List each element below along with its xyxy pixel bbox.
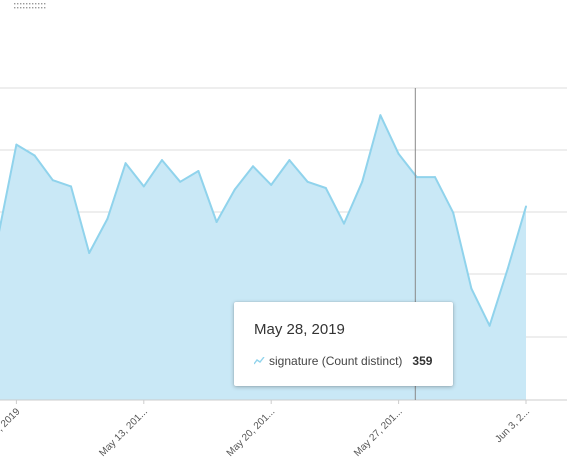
data-point [124, 162, 127, 165]
data-point [452, 211, 455, 214]
data-point [270, 183, 273, 186]
x-tick-label: May 20, 201... [225, 406, 278, 459]
data-point [215, 221, 218, 223]
data-point [252, 165, 254, 168]
data-point [51, 179, 54, 182]
data-point [397, 152, 400, 155]
data-point [142, 185, 145, 188]
data-point [106, 217, 109, 220]
data-point [488, 324, 491, 327]
data-point [415, 176, 418, 179]
data-point [70, 185, 72, 188]
x-tick-label: Jun 3, 2... [493, 406, 532, 445]
data-point [324, 187, 327, 189]
data-point [33, 154, 36, 157]
x-tick-label: May 27, 201... [352, 406, 405, 459]
x-axis-ticks: May 6, 2019 May 13, 201... May 20, 201... M… [0, 400, 532, 459]
data-point [161, 159, 163, 162]
tooltip-date: May 28, 2019 [254, 321, 345, 338]
data-point [434, 176, 436, 179]
x-tick-label: May 13, 201... [97, 406, 150, 459]
tooltip-series-name: signature (Count distinct) [269, 354, 403, 368]
line-series-icon [254, 357, 265, 365]
data-point [88, 252, 91, 254]
data-point [15, 143, 18, 146]
data-point [179, 180, 182, 183]
data-point [506, 267, 509, 270]
data-point [379, 114, 382, 117]
tooltip-series-row: signature (Count distinct) 359 [254, 354, 432, 368]
data-point [470, 287, 473, 290]
data-point [343, 222, 345, 225]
data-point [197, 170, 200, 172]
data-points [15, 114, 527, 327]
data-point [288, 159, 291, 162]
data-point [525, 205, 527, 208]
x-tick-label: May 6, 2019 [0, 406, 23, 453]
data-point [306, 180, 309, 183]
tooltip: May 28, 2019 signature (Count distinct) … [234, 302, 453, 386]
drag-handle-icon[interactable] [14, 3, 46, 9]
tooltip-value: 359 [412, 354, 433, 368]
series-line [0, 114, 527, 327]
data-point [233, 188, 236, 191]
data-point [361, 180, 364, 183]
